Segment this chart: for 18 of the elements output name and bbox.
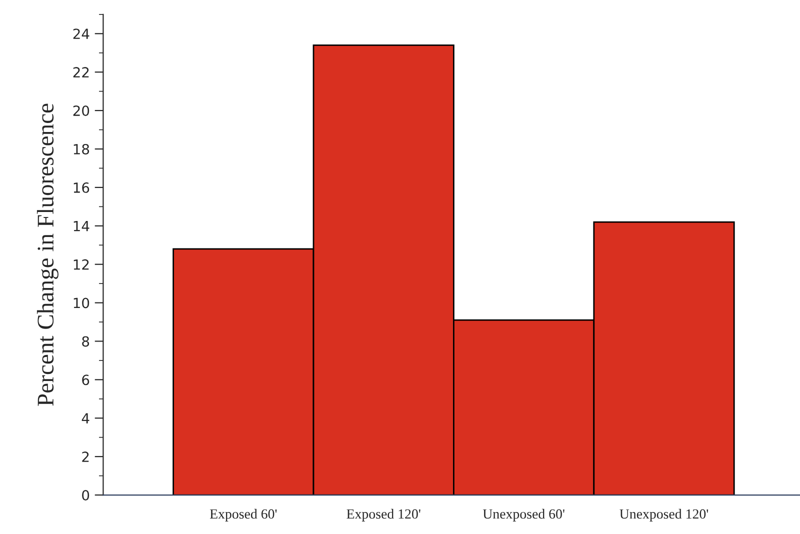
x-tick-label: Exposed 120' [346,508,420,522]
x-tick-label: Unexposed 120' [620,508,708,522]
y-tick-label: 12 [74,259,89,270]
y-axis-title: Percent Change in Fluorescence [36,104,58,406]
y-tick-label: 14 [74,221,90,232]
y-tick-label: 0 [82,490,90,500]
y-tick-label: 20 [73,106,90,116]
y-tick-label: 18 [74,144,90,154]
y-tick-label: 16 [74,182,90,193]
y-tick-label: 24 [73,28,90,39]
x-tick-label: Unexposed 60' [482,508,564,522]
y-tick-label: 4 [82,413,90,424]
y-tick-label: 2 [82,452,89,462]
x-tick-label: Exposed 60' [210,508,277,522]
y-tick-label: 10 [74,298,90,308]
y-tick-label: 8 [82,336,90,347]
y-tick-label: 6 [82,374,90,386]
y-tick-label: 22 [73,67,89,78]
